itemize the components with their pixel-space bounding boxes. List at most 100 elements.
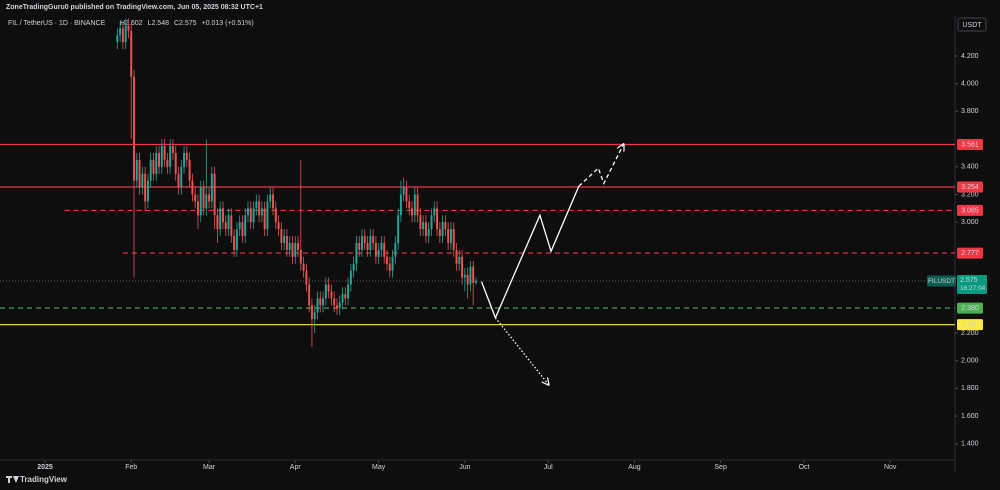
level-tag	[957, 247, 983, 259]
candle-body	[341, 294, 344, 303]
candle-body	[249, 208, 252, 223]
candle-body	[194, 194, 197, 202]
publisher: ZoneTradingGuru0 published on TradingVie…	[6, 4, 263, 11]
candle-body	[322, 298, 325, 306]
candle-body	[416, 194, 419, 216]
candle-body	[347, 284, 350, 299]
candle-body	[319, 298, 322, 306]
candle-body	[266, 201, 269, 230]
candle-body	[327, 284, 330, 292]
candle-body	[461, 256, 464, 278]
candle-body	[166, 159, 169, 167]
candle-body	[191, 180, 194, 195]
candle-body	[466, 274, 469, 285]
candle-body	[241, 222, 244, 237]
candle-body	[458, 256, 461, 264]
candle-body	[402, 187, 405, 195]
candle-body	[469, 266, 472, 285]
candle-body	[202, 187, 205, 209]
candle-body	[316, 298, 319, 313]
candle-body	[369, 236, 372, 250]
candle-body	[124, 25, 127, 43]
candle-body	[210, 173, 213, 202]
level-tag	[957, 319, 983, 331]
x-tick-label: Apr	[290, 464, 302, 471]
candle-body	[310, 305, 313, 320]
candle-body	[260, 208, 263, 216]
level-label: 3.085	[961, 207, 979, 214]
candle-body	[227, 215, 230, 230]
candle-body	[472, 266, 475, 283]
candle-body	[411, 208, 413, 216]
candle-body	[213, 173, 216, 216]
quote-value: L2.548	[148, 20, 170, 27]
candle-body	[141, 173, 144, 188]
projection-down-path	[494, 317, 548, 384]
candle-body	[171, 146, 174, 153]
candle-body	[149, 159, 152, 181]
candle-body	[438, 229, 441, 237]
candle-body	[255, 201, 258, 209]
candle-body	[274, 208, 277, 223]
candle-body	[116, 35, 119, 43]
candle-body	[247, 208, 249, 216]
candle-body	[144, 173, 147, 202]
candle-body	[224, 222, 227, 230]
candle-body	[130, 31, 133, 77]
x-tick-label: Aug	[628, 464, 641, 471]
candle-body	[199, 187, 202, 216]
candle-body	[219, 208, 222, 230]
candle-body	[277, 222, 280, 230]
level-label: 2.380	[961, 305, 979, 312]
candle-body	[263, 208, 266, 230]
candle-body	[391, 256, 394, 271]
currency: USDT	[962, 22, 982, 29]
candle-body	[305, 270, 308, 285]
candle-body	[308, 284, 311, 306]
level-tag	[957, 302, 983, 314]
candle-body	[146, 180, 149, 202]
candle-body	[374, 242, 377, 257]
level-label: 3.561	[961, 141, 979, 148]
candle-body	[180, 166, 183, 188]
candle-body	[121, 28, 124, 43]
candle-body	[383, 242, 386, 257]
candle-body	[258, 201, 261, 216]
candle-body	[408, 201, 411, 209]
x-tick-label: May	[372, 464, 386, 471]
candle-body	[230, 215, 233, 237]
candle-body	[349, 270, 352, 285]
y-tick-label: 3.400	[961, 164, 979, 171]
candle-body	[169, 146, 172, 167]
candle-body	[216, 215, 219, 230]
y-tick-label: 4.200	[961, 53, 979, 60]
candle-body	[269, 194, 272, 202]
candle-body	[335, 305, 338, 309]
candle-body	[272, 194, 274, 209]
candle-body	[285, 236, 288, 250]
candle-body	[424, 222, 427, 237]
candle-body	[152, 159, 155, 174]
candle-body	[344, 294, 347, 299]
candle-body	[399, 194, 402, 216]
candle-body	[422, 222, 425, 230]
candle-body	[221, 208, 224, 223]
candle-body	[352, 263, 355, 271]
candle-body	[436, 208, 439, 230]
candle-body	[433, 208, 436, 216]
level-label: 2.777	[961, 250, 979, 257]
brand: TradingView	[20, 475, 68, 484]
candle-body	[163, 146, 166, 160]
candle-body	[413, 194, 416, 216]
candle-body	[377, 249, 380, 257]
candle-body	[133, 76, 135, 181]
candle-body	[299, 249, 302, 264]
candle-body	[155, 152, 158, 174]
candle-body	[388, 263, 391, 271]
level-tag	[957, 181, 983, 193]
candle-body	[238, 222, 241, 230]
candle-body	[205, 194, 208, 209]
candle-body	[333, 298, 336, 306]
y-tick-label: 2.000	[961, 358, 979, 365]
